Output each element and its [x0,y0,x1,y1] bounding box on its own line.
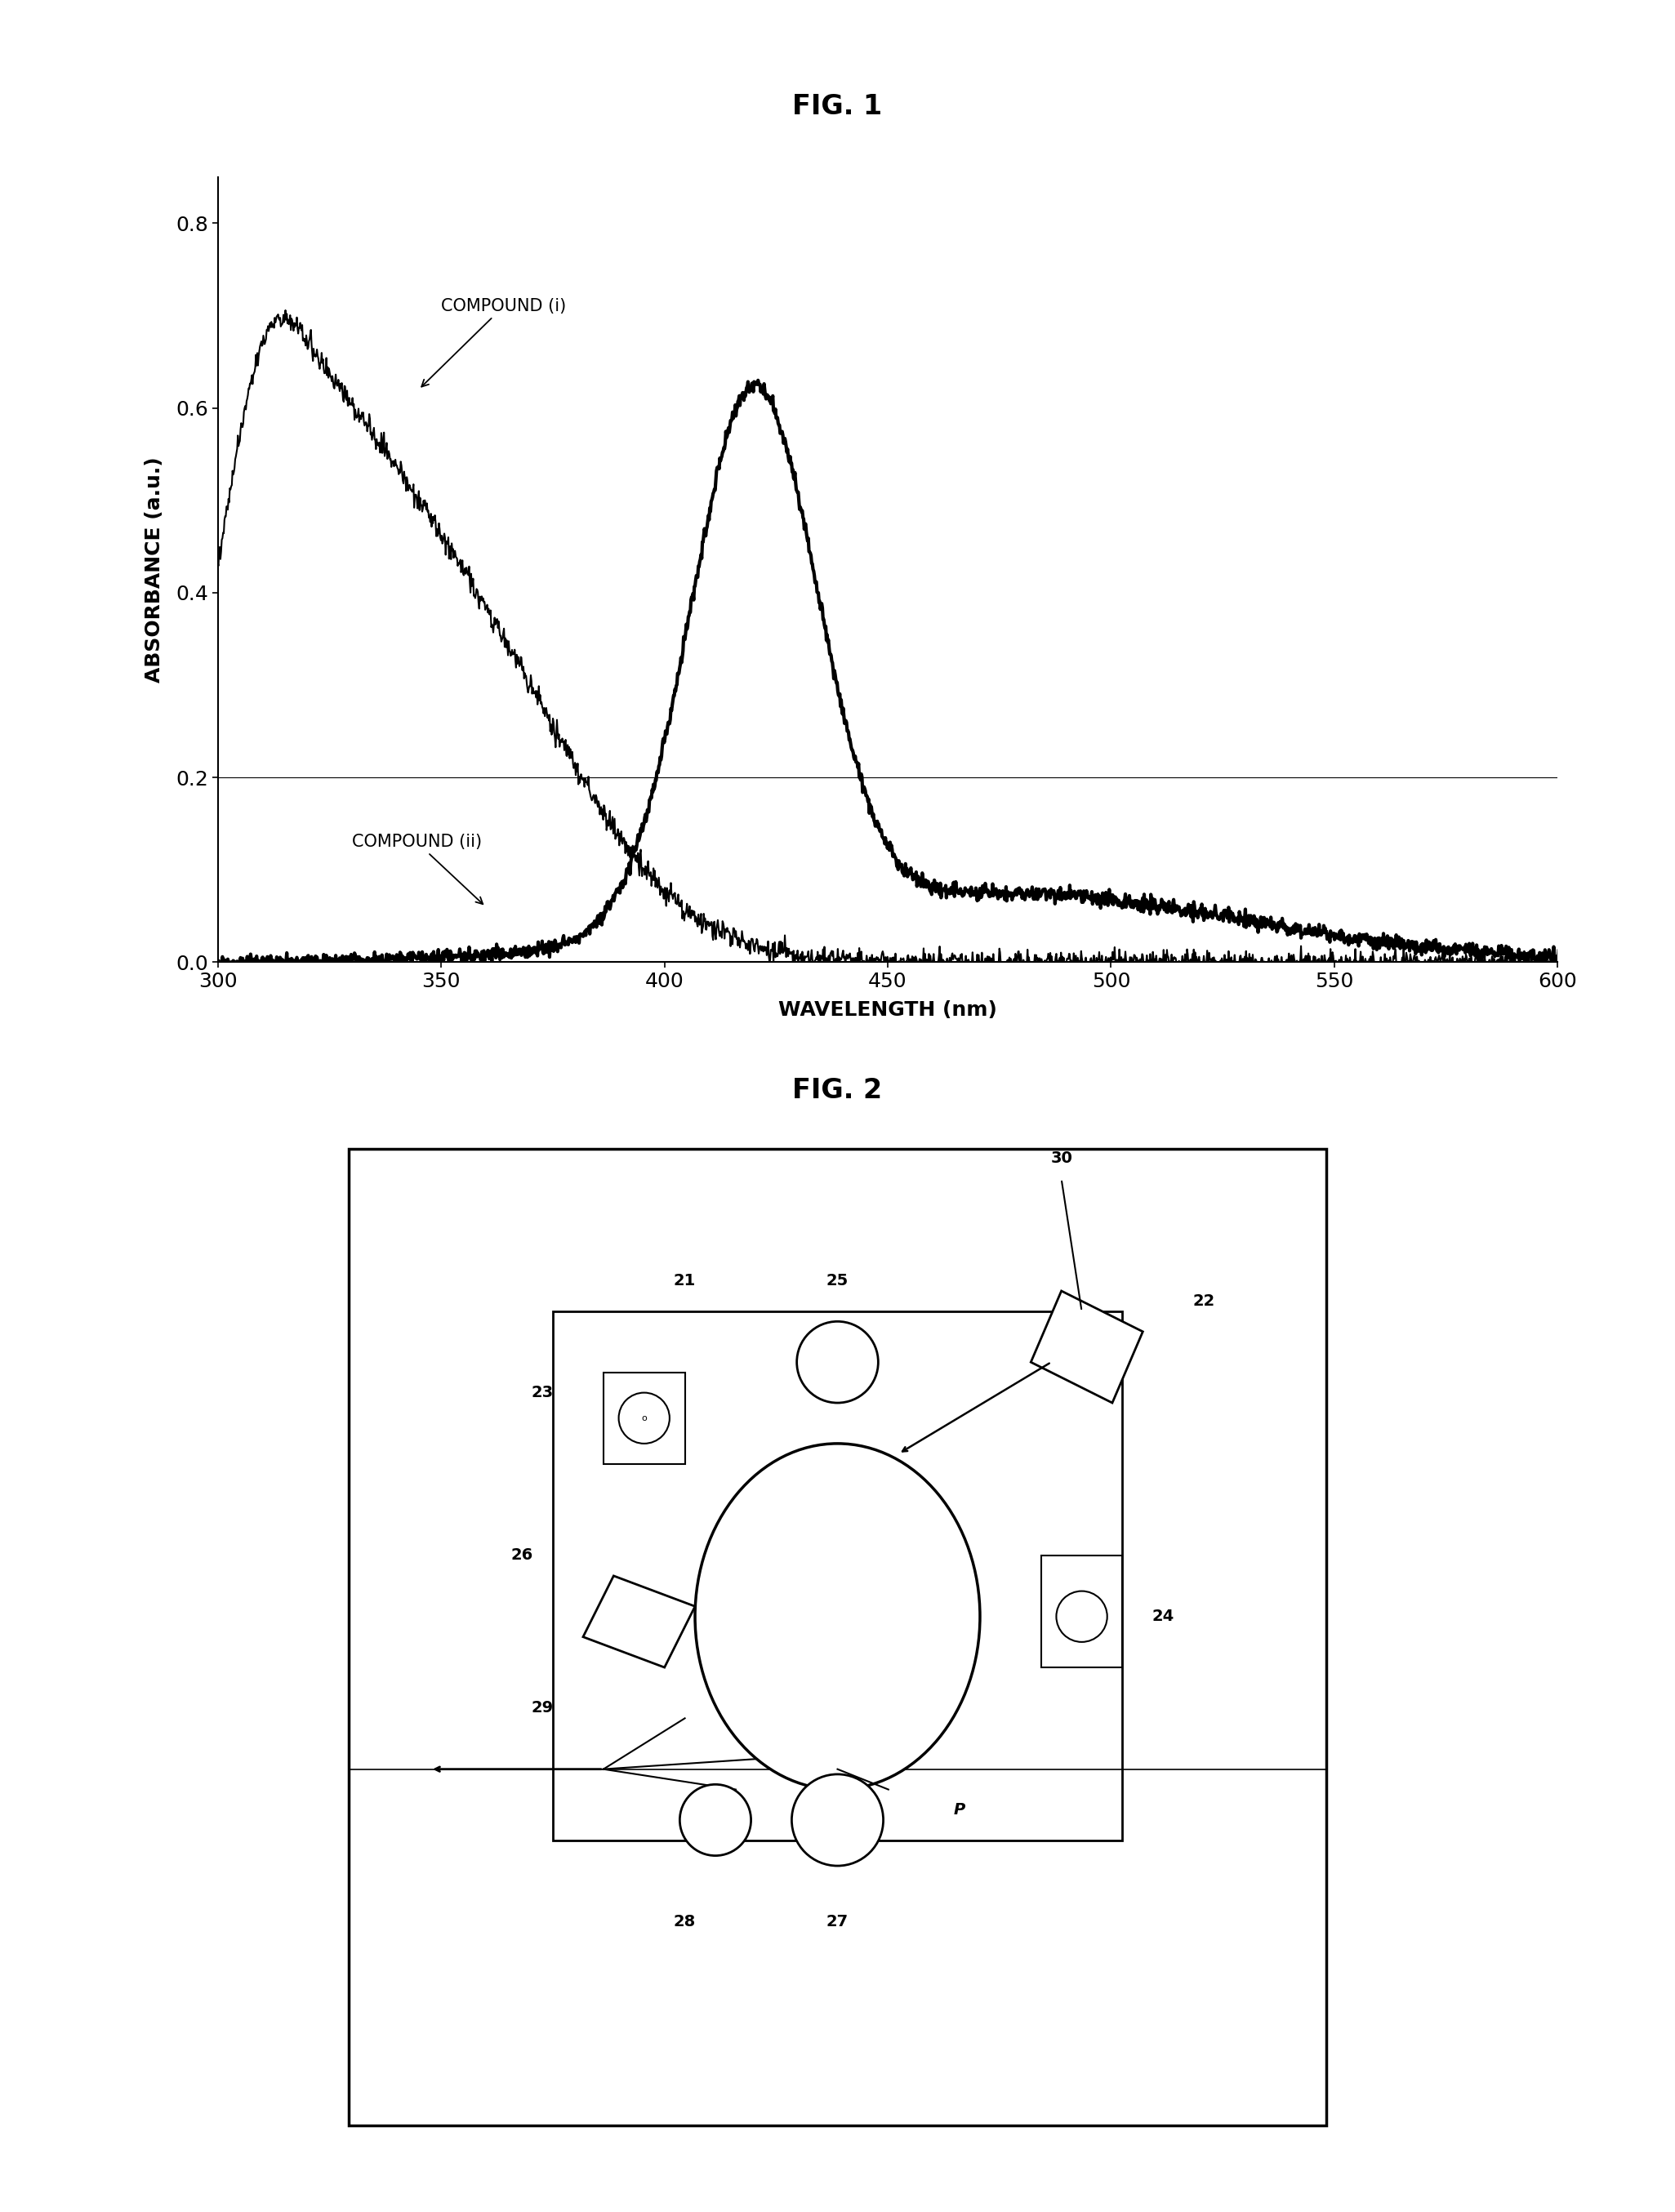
Bar [553,1312,1122,1840]
Y-axis label: ABSORBANCE (a.u.): ABSORBANCE (a.u.) [144,456,164,684]
Circle shape [797,1321,878,1402]
Circle shape [618,1394,670,1444]
Text: P: P [953,1803,965,1818]
Text: 24: 24 [1152,1608,1174,1624]
Bar [1042,1555,1122,1668]
Text: FIG. 1: FIG. 1 [792,93,883,119]
Circle shape [792,1774,883,1867]
Polygon shape [583,1575,695,1668]
Circle shape [680,1785,750,1856]
Ellipse shape [695,1444,980,1790]
Text: 30: 30 [1050,1150,1072,1166]
X-axis label: WAVELENGTH (nm): WAVELENGTH (nm) [779,1000,997,1020]
Text: COMPOUND (i): COMPOUND (i) [422,299,566,387]
Text: o: o [642,1413,647,1422]
Text: 21: 21 [673,1272,697,1290]
Polygon shape [1030,1292,1142,1402]
Bar [603,1371,685,1464]
Text: FIG. 2: FIG. 2 [792,1077,883,1104]
Text: 29: 29 [531,1701,553,1717]
Text: 22: 22 [1193,1294,1214,1310]
Text: COMPOUND (ii): COMPOUND (ii) [352,834,482,905]
Text: 26: 26 [511,1548,533,1564]
Text: 27: 27 [826,1913,849,1929]
Text: 28: 28 [673,1913,697,1929]
Text: 25: 25 [826,1272,849,1290]
Text: 23: 23 [531,1385,553,1400]
Circle shape [1057,1590,1107,1641]
